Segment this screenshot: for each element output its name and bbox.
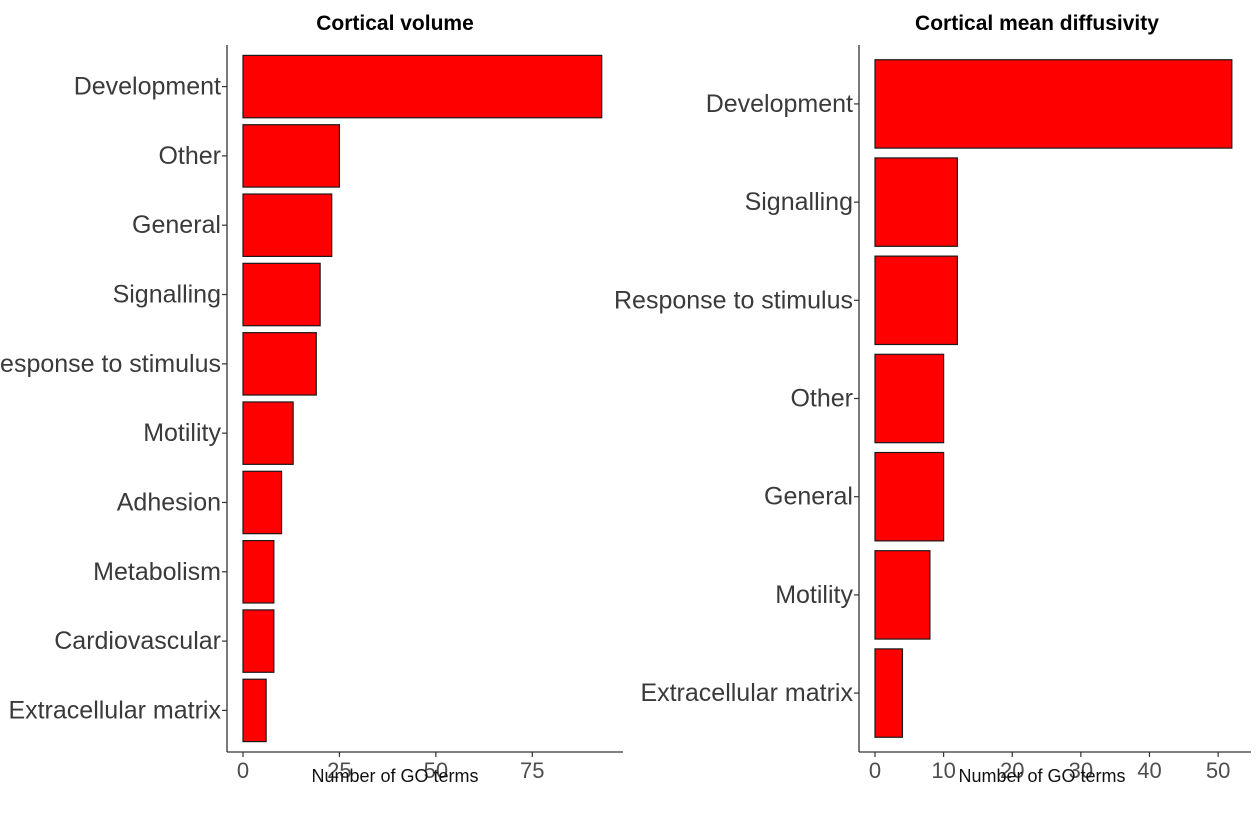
bar — [874, 353, 945, 444]
x-tick-label: 20 — [1000, 758, 1024, 783]
category-label: Other — [790, 385, 853, 413]
bar — [874, 157, 958, 247]
x-tick-label: 50 — [1206, 758, 1230, 783]
chart-title: Cortical mean diffusivity — [915, 12, 1159, 35]
bar — [874, 550, 931, 640]
bar — [242, 609, 275, 673]
x-axis-title: Number of GO terms — [958, 766, 1125, 786]
bar — [242, 262, 321, 327]
bar — [874, 451, 945, 542]
bar — [874, 59, 1233, 149]
category-label: Signalling — [745, 188, 853, 216]
bar — [242, 54, 603, 119]
x-axis-title: Number of GO terms — [311, 766, 478, 786]
bar — [242, 539, 275, 604]
category-label: Response to stimulus — [614, 286, 853, 314]
x-tick-label: 30 — [1069, 758, 1093, 783]
x-tick-label: 25 — [327, 758, 351, 783]
category-label: General — [132, 211, 221, 239]
x-tick-label: 50 — [424, 758, 448, 783]
category-label: Response to stimulus — [0, 350, 221, 378]
bar — [242, 193, 333, 258]
category-label: Extracellular matrix — [8, 696, 221, 724]
x-tick-label: 0 — [237, 758, 249, 783]
chart-panel-1: Cortical volume Development Other General Si… — [0, 12, 623, 786]
category-label: Other — [158, 142, 221, 170]
category-label: Cardiovascular — [54, 627, 221, 655]
bar — [242, 678, 267, 743]
bar — [242, 124, 341, 188]
bar — [242, 401, 294, 465]
bar — [242, 470, 283, 535]
bar — [874, 255, 958, 346]
bar — [874, 648, 904, 738]
x-tick-label: 40 — [1137, 758, 1161, 783]
category-label: Motility — [143, 419, 221, 447]
category-label: Extracellular matrix — [640, 679, 853, 707]
chart-panel-2: Cortical mean diffusivity Development Sign… — [614, 12, 1251, 786]
x-tick-label: 75 — [520, 758, 544, 783]
x-tick-label: 10 — [931, 758, 955, 783]
category-label: Signalling — [113, 281, 221, 309]
category-label: Adhesion — [117, 488, 221, 516]
category-label: Metabolism — [93, 558, 221, 586]
chart-title: Cortical volume — [316, 12, 474, 35]
category-label: Development — [706, 90, 853, 118]
x-tick-label: 0 — [869, 758, 881, 783]
category-label: General — [764, 483, 853, 511]
category-label: Development — [74, 73, 221, 101]
bar — [242, 332, 317, 396]
category-label: Motility — [775, 581, 853, 609]
